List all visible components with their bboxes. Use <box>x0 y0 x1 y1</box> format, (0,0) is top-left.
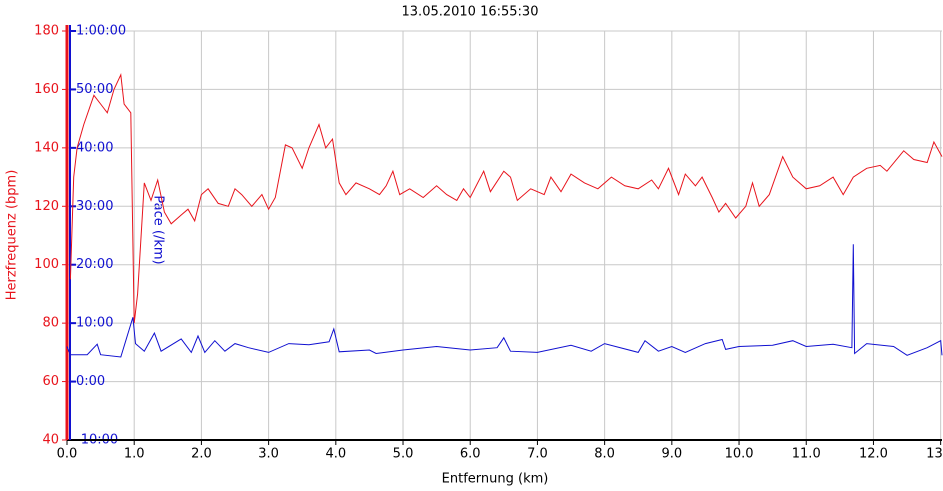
x-tick-label: 3.0 <box>258 447 279 462</box>
data-line <box>69 72 943 324</box>
x-tick-label: 9.0 <box>661 447 682 462</box>
y-tick-label: 100 <box>34 257 59 272</box>
y2-tick-label: 40:00 <box>76 140 113 155</box>
x-tick-label: 4.0 <box>325 447 346 462</box>
y2-tick-label: 1:00:00 <box>76 24 126 39</box>
y2-tick-label: 10:00 <box>76 316 113 331</box>
chart-title: 13.05.2010 16:55:30 <box>402 5 539 20</box>
y-axis-label: Herzfrequenz (bpm) <box>5 170 20 301</box>
y2-axis-label: Pace (/km) <box>151 195 166 264</box>
data-line <box>66 244 943 358</box>
x-tick-label: 12.0 <box>859 447 888 462</box>
x-tick-label: 1.0 <box>124 447 145 462</box>
y-tick-label: 80 <box>42 316 59 331</box>
x-tick-label: 8.0 <box>594 447 615 462</box>
y2-tick-label: 30:00 <box>76 199 113 214</box>
y-tick-label: 40 <box>42 433 59 448</box>
y-tick-label: 180 <box>34 24 59 39</box>
x-axis-label: Entfernung (km) <box>442 472 549 487</box>
x-tick-label: 7.0 <box>527 447 548 462</box>
y2-tick-label: 0:00 <box>76 374 105 389</box>
x-tick-label: 5.0 <box>393 447 414 462</box>
y-tick-label: 120 <box>34 199 59 214</box>
y-tick-label: 60 <box>42 374 59 389</box>
x-tick-label: 6.0 <box>460 447 481 462</box>
y-tick-label: 160 <box>34 82 59 97</box>
y-tick-label: 140 <box>34 140 59 155</box>
x-tick-label: 0.0 <box>57 447 78 462</box>
y2-tick-label: 50:00 <box>76 82 113 97</box>
x-tick-label: 11.0 <box>792 447 821 462</box>
x-tick-label: 2.0 <box>191 447 212 462</box>
y2-tick-label: 20:00 <box>76 257 113 272</box>
x-tick-label: 10.0 <box>725 447 754 462</box>
x-tick-label: 13.0 <box>926 447 943 462</box>
